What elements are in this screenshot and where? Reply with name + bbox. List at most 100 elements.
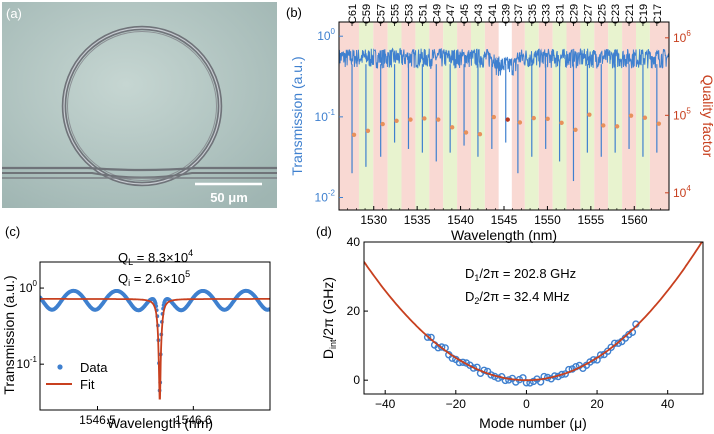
- mode-band: [339, 22, 359, 210]
- fit-curve: [364, 242, 703, 382]
- y-right-tick-label: 106: [673, 29, 691, 45]
- mode-bands: [339, 22, 669, 210]
- mode-label: C29: [568, 4, 580, 24]
- y-right-tick-label: 105: [673, 106, 691, 122]
- panel-c: (c) 1546.5 1546.6 100 10-1 QL = 8.3×104 Qi …: [1, 224, 271, 431]
- y-tick-label: 20: [347, 304, 361, 318]
- x-tick-label: 1530: [360, 213, 387, 227]
- mode-label: C31: [555, 4, 567, 24]
- x-tick-label: 1545: [491, 213, 518, 227]
- legend-c: Data Fit: [46, 360, 108, 392]
- axes-d: −40 −20 0 20 40 0 20 40: [347, 235, 675, 411]
- quality-factor-point: [505, 117, 510, 122]
- y-tick-label: 10-1: [17, 355, 38, 371]
- plot-frame-d: [363, 241, 704, 395]
- mode-label: C47: [445, 4, 457, 24]
- x-tick-label: 1560: [621, 213, 648, 227]
- quality-factor-point: [380, 121, 385, 127]
- mode-label: C45: [459, 4, 471, 24]
- quality-factor-point: [545, 116, 550, 122]
- y-tick-label: 40: [347, 235, 361, 249]
- data-point: [423, 333, 432, 341]
- quality-factor-points: [351, 112, 662, 138]
- x-tick-label: 0: [523, 397, 530, 411]
- quality-factor-point: [601, 123, 606, 128]
- quality-factor-point: [559, 120, 564, 126]
- quality-factor-point: [531, 115, 536, 121]
- legend-fit-label: Fit: [80, 377, 95, 392]
- y-axis-label-c: Transmission (a.u.): [1, 275, 17, 394]
- data-point: [438, 343, 446, 351]
- data-point: [459, 358, 467, 366]
- panel-label-c: (c): [5, 224, 20, 239]
- x-axis-label-d: Mode number (μ): [479, 415, 587, 431]
- quality-factor-point: [587, 112, 592, 117]
- mode-label: C51: [417, 4, 429, 24]
- mode-label: C37: [513, 4, 525, 24]
- quality-factor-point: [449, 125, 455, 130]
- quality-factor-point: [365, 128, 371, 134]
- x-tick-label: 1535: [404, 213, 431, 227]
- x-tick-label: 1555: [577, 213, 604, 227]
- mode-label: C33: [541, 4, 553, 24]
- y-tick-label: 0: [353, 373, 360, 387]
- mode-band: [649, 22, 669, 210]
- mode-label: C43: [473, 4, 485, 24]
- y-axis-label-d: Dint/2π (GHz): [320, 277, 338, 359]
- y-axis-left-b: 10-2 10-1 100: [315, 27, 343, 205]
- y-right-tick-label: 104: [673, 184, 691, 200]
- legend-data-marker: [57, 364, 63, 370]
- mode-label: C25: [596, 4, 608, 24]
- y-tick-label: 100: [19, 279, 37, 295]
- mode-label: C53: [403, 4, 415, 24]
- x-tick-label: −20: [446, 397, 467, 411]
- quality-factor-point: [408, 117, 413, 122]
- quality-factor-point: [517, 120, 523, 125]
- plot-frame-c: [39, 261, 271, 411]
- y-axis-label-right-b: Quality factor: [700, 75, 714, 158]
- x-tick-label: 1550: [534, 213, 561, 227]
- panel-a: 50 μm (a): [2, 2, 277, 208]
- quality-factor-point: [614, 124, 620, 129]
- panel-label-b: (b): [286, 5, 302, 20]
- quality-factor-point: [491, 114, 497, 120]
- panel-label-a: (a): [6, 6, 22, 21]
- legend-data-label: Data: [80, 360, 108, 375]
- bus-waveguide: [2, 166, 277, 179]
- mode-label: C17: [652, 4, 664, 24]
- mode-label: C39: [501, 4, 513, 24]
- data-point: [614, 339, 622, 347]
- mode-label: C61: [347, 4, 359, 24]
- x-tick-label: 1546.6: [175, 413, 212, 427]
- mode-label: C59: [361, 4, 373, 24]
- mode-label: C57: [376, 4, 388, 24]
- panel-d: (d) −40 −20 0 20 40 0 20 40 D1/2π = 202.8 GHz D…: [316, 224, 704, 431]
- mode-label: C23: [610, 4, 622, 24]
- mode-label: C55: [390, 4, 402, 24]
- scale-bar-label: 50 μm: [210, 190, 248, 205]
- quality-factor-point: [656, 121, 662, 126]
- panel-b: (b) C61 C59 C57 C55 C53 C51 C49 C47 C45 C43 C41 C39…: [286, 4, 714, 243]
- x-axis-b: 1530 1535 1540 1545 1550 1555 1560: [347, 206, 661, 227]
- data-point: [596, 351, 605, 359]
- x-tick-label: 40: [661, 397, 675, 411]
- quality-factor-point: [477, 132, 483, 137]
- x-tick-label: 1546.5: [79, 413, 116, 427]
- annotation-d2: D2/2π = 32.4 MHz: [465, 289, 570, 306]
- quality-factor-point: [628, 113, 634, 118]
- quality-factor-point: [642, 115, 648, 120]
- transmission-line: [339, 47, 669, 76]
- axes-c: 1546.5 1546.6 100 10-1: [17, 279, 212, 427]
- x-tick-label: 20: [590, 397, 604, 411]
- x-tick-label: −40: [375, 397, 396, 411]
- y-left-tick-label: 100: [317, 27, 335, 43]
- data-point: [589, 356, 598, 364]
- y-left-tick-label: 10-1: [315, 108, 336, 124]
- mode-label: C27: [582, 4, 594, 24]
- annotation-d1: D1/2π = 202.8 GHz: [465, 266, 576, 283]
- mode-label: C49: [431, 4, 443, 24]
- quality-factor-point: [573, 127, 578, 133]
- x-axis-label-c: Wavelength (nm): [107, 415, 213, 431]
- mode-label: C21: [624, 4, 636, 24]
- annotation-ql: QL = 8.3×104: [118, 248, 193, 267]
